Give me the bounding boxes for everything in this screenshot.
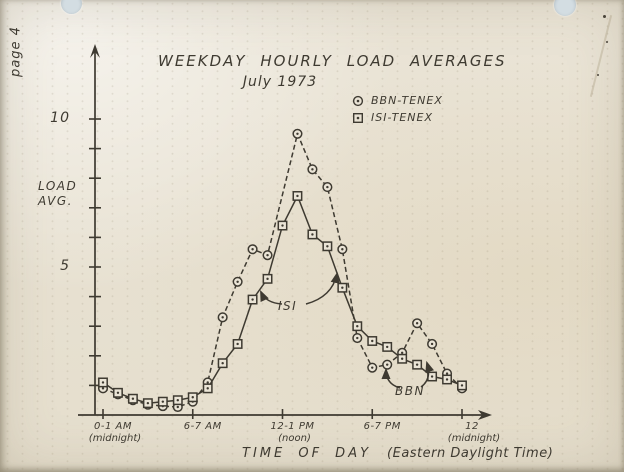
bbn-tenex-line	[102, 131, 463, 408]
data-point-center-dot	[341, 248, 344, 251]
data-point-center-dot	[206, 381, 209, 384]
data-point-center-dot	[311, 168, 314, 171]
square-dot-marker-icon	[353, 112, 364, 123]
y-tick-label: 10	[50, 110, 70, 126]
x-tick-label: 12-1 PM	[270, 421, 315, 432]
data-point-center-dot	[266, 253, 269, 257]
x-axis-title: TIME OF DAY (Eastern Daylight Time)	[242, 446, 553, 461]
data-series	[97, 128, 468, 413]
data-point-center-dot	[415, 363, 419, 366]
legend: BBN-TENEX ISI-TENEX	[352, 92, 443, 126]
data-point-center-dot	[341, 286, 344, 289]
data-point-center-dot	[445, 372, 449, 375]
scan-speck	[606, 41, 608, 43]
y-tick-label: 5	[60, 258, 70, 274]
legend-label-isi: ISI-TENEX	[371, 111, 434, 124]
data-point-center-dot	[445, 378, 449, 381]
data-point-center-dot	[281, 224, 284, 227]
data-point-center-dot	[191, 396, 194, 399]
bbn-annotation-arrow-right	[420, 360, 434, 388]
x-axis-title-main: TIME OF DAY	[242, 446, 372, 461]
data-point-center-dot	[146, 401, 150, 405]
data-point-center-dot	[400, 357, 404, 360]
bbn-annotation-label: BBN	[395, 384, 425, 398]
data-point-center-dot	[326, 245, 329, 248]
data-point-center-dot	[326, 185, 329, 189]
y-axis-label: LOAD AVG.	[38, 179, 77, 209]
data-point-center-dot	[371, 366, 374, 369]
y-axis-label-line1: LOAD	[38, 179, 78, 193]
isi-annotation-arrow-left	[260, 289, 283, 305]
data-point-center-dot	[251, 248, 254, 251]
data-point-center-dot	[460, 384, 464, 387]
x-tick-sublabel: (noon)	[278, 433, 311, 444]
data-point-center-dot	[386, 363, 389, 366]
data-point-center-dot	[400, 351, 404, 355]
x-axis-title-suffix: (Eastern Daylight Time)	[387, 446, 554, 461]
x-tick-sublabel: (midnight)	[447, 433, 501, 444]
data-point-center-dot	[371, 339, 374, 343]
x-tick-label: 0-1 AM	[94, 421, 132, 432]
hole-punch-left	[61, 0, 82, 14]
data-point-center-dot	[356, 325, 359, 328]
annotation-arrows	[260, 271, 434, 389]
legend-item-bbn: BBN-TENEX	[352, 92, 443, 109]
data-point-center-dot	[266, 277, 269, 281]
y-axis-label-line2: AVG.	[38, 194, 73, 208]
data-point-center-dot	[161, 400, 165, 403]
data-point-center-dot	[221, 362, 224, 365]
data-point-center-dot	[176, 405, 179, 409]
x-tick-label: 6-7 PM	[363, 421, 401, 432]
data-point-center-dot	[101, 381, 105, 384]
data-point-center-dot	[311, 233, 314, 236]
x-tick-label: 6-7 AM	[183, 421, 222, 432]
legend-label-bbn: BBN-TENEX	[371, 94, 443, 107]
data-point-center-dot	[356, 336, 359, 340]
legend-item-isi: ISI-TENEX	[352, 109, 443, 126]
x-axis-arrow	[478, 410, 492, 420]
y-axis-arrow	[90, 44, 100, 58]
data-point-center-dot	[221, 316, 224, 319]
isi-annotation-arrow-right	[305, 271, 340, 305]
data-point-center-dot	[251, 298, 254, 301]
data-point-center-dot	[296, 194, 299, 198]
data-point-center-dot	[296, 132, 299, 135]
axes	[78, 44, 492, 420]
scan-speck	[597, 74, 599, 76]
data-point-center-dot	[206, 387, 209, 390]
data-point-center-dot	[415, 322, 419, 325]
chart-subtitle: July 1973	[242, 74, 318, 90]
scan-speck	[603, 15, 606, 18]
data-point-center-dot	[430, 375, 434, 378]
data-point-center-dot	[131, 397, 135, 400]
chart-title: WEEKDAY HOURLY LOAD AVERAGES	[158, 52, 507, 70]
data-point-center-dot	[116, 391, 120, 394]
data-point-center-dot	[236, 342, 239, 346]
hole-punch-right	[554, 0, 576, 16]
data-point-center-dot	[236, 280, 239, 283]
circle-dot-marker-icon	[352, 95, 364, 106]
bbn-annotation-arrow-left	[381, 367, 401, 389]
data-point-center-dot	[386, 345, 389, 349]
x-tick-label: 12	[465, 421, 479, 432]
isi-annotation-label: ISI	[278, 299, 298, 313]
data-point-center-dot	[430, 342, 434, 346]
data-point-center-dot	[176, 399, 179, 402]
data-point-center-dot	[101, 387, 105, 390]
x-tick-sublabel: (midnight)	[88, 433, 142, 444]
